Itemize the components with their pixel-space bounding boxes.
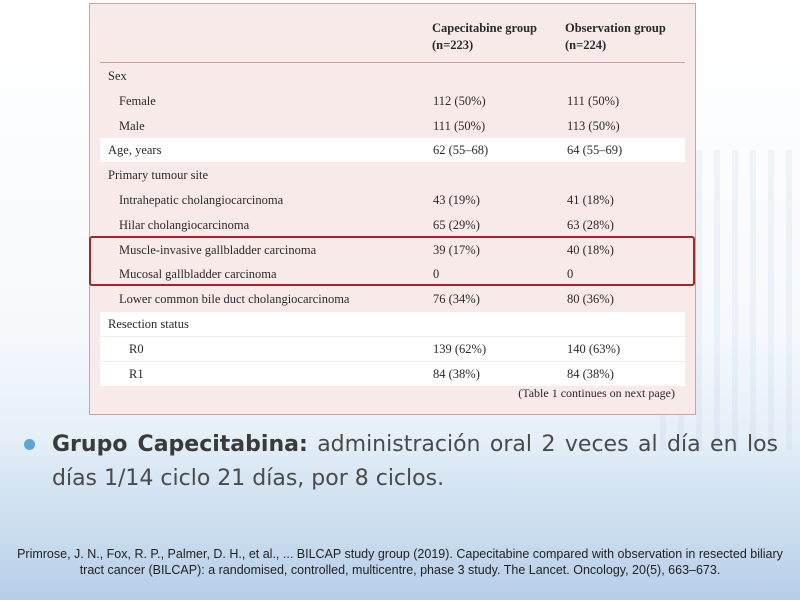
table-row: Hilar cholangiocarcinoma 65 (29%) 63 (28%): [90, 213, 695, 237]
observation-value: 0: [567, 267, 574, 282]
observation-value: 64 (55–69): [567, 143, 623, 158]
capecitabine-value: 76 (34%): [433, 292, 480, 307]
bullet-body: administración oral 2 veces al día en lo…: [52, 432, 778, 491]
row-label: Lower common bile duct cholangiocarcinom…: [119, 292, 350, 307]
row-label: Mucosal gallbladder carcinoma: [119, 267, 277, 282]
row-label: R0: [129, 341, 144, 356]
observation-value: 140 (63%): [567, 341, 621, 356]
row-label: Female: [119, 93, 156, 108]
header-divider: [100, 62, 685, 63]
bullet-text: Grupo Capecitabina: administración oral …: [52, 428, 778, 496]
observation-value: 40 (18%): [567, 242, 614, 257]
table-row: Muscle-invasive gallbladder carcinoma 39 …: [90, 238, 695, 262]
table-row: Age, years 62 (55–68) 64 (55–69): [100, 138, 685, 163]
observation-value: 111 (50%): [567, 93, 620, 108]
row-label: Muscle-invasive gallbladder carcinoma: [119, 242, 317, 257]
row-label: Sex: [108, 69, 127, 83]
capecitabine-value: 139 (62%): [433, 341, 487, 356]
observation-value: 113 (50%): [567, 118, 620, 133]
capecitabine-value: 112 (50%): [433, 93, 486, 108]
table-row: Lower common bile duct cholangiocarcinom…: [90, 287, 695, 311]
observation-value: 41 (18%): [567, 193, 614, 207]
row-label: Hilar cholangiocarcinoma: [119, 217, 250, 232]
row-label: Resection status: [108, 317, 189, 331]
row-label: Primary tumour site: [108, 168, 208, 183]
bullet-bold: Grupo Capecitabina:: [52, 432, 308, 457]
table-row: Primary tumour site: [90, 163, 695, 187]
gallbladder-highlight-box: [89, 236, 695, 286]
table-row: R1 84 (38%) 84 (38%): [100, 361, 685, 386]
capecitabine-value: 111 (50%): [433, 118, 486, 133]
table-row: Sex: [90, 64, 695, 88]
background-fade: [0, 440, 800, 600]
table-row: Male 111 (50%) 113 (50%): [90, 114, 695, 138]
column-title: Observation group: [565, 21, 666, 35]
reference-citation: Primrose, J. N., Fox, R. P., Palmer, D. …: [17, 547, 783, 577]
column-n: (n=223): [432, 38, 474, 52]
row-label: Male: [119, 118, 145, 133]
capecitabine-value: 0: [433, 267, 440, 282]
row-label: Age, years: [108, 143, 162, 158]
column-n: (n=224): [565, 38, 607, 52]
table-row: Female 112 (50%) 111 (50%): [90, 89, 695, 113]
baseline-table: Capecitabine group (n=223) Observation g…: [89, 3, 696, 415]
capecitabine-value: 62 (55–68): [433, 143, 489, 158]
continues-note: (Table 1 continues on next page): [518, 386, 675, 400]
capecitabine-value: 39 (17%): [433, 242, 480, 257]
observation-value: 63 (28%): [567, 217, 614, 232]
row-label: R1: [129, 366, 144, 381]
column-header-capecitabine: Capecitabine group (n=223): [432, 20, 537, 54]
capecitabine-value: 84 (38%): [433, 366, 480, 381]
bullet-icon: [24, 439, 35, 450]
capecitabine-value: 43 (19%): [433, 193, 480, 207]
observation-value: 84 (38%): [567, 366, 614, 381]
capecitabine-value: 65 (29%): [433, 217, 480, 232]
table-row: Intrahepatic cholangiocarcinoma 43 (19%) 4…: [90, 188, 695, 212]
row-label: Intrahepatic cholangiocarcinoma: [119, 193, 284, 207]
table-row: Mucosal gallbladder carcinoma 0 0: [90, 262, 695, 286]
column-title: Capecitabine group: [432, 21, 537, 35]
table-row: R0 139 (62%) 140 (63%): [100, 336, 685, 361]
column-header-observation: Observation group (n=224): [565, 20, 666, 54]
observation-value: 80 (36%): [567, 292, 614, 307]
table-row: Resection status: [100, 312, 685, 336]
